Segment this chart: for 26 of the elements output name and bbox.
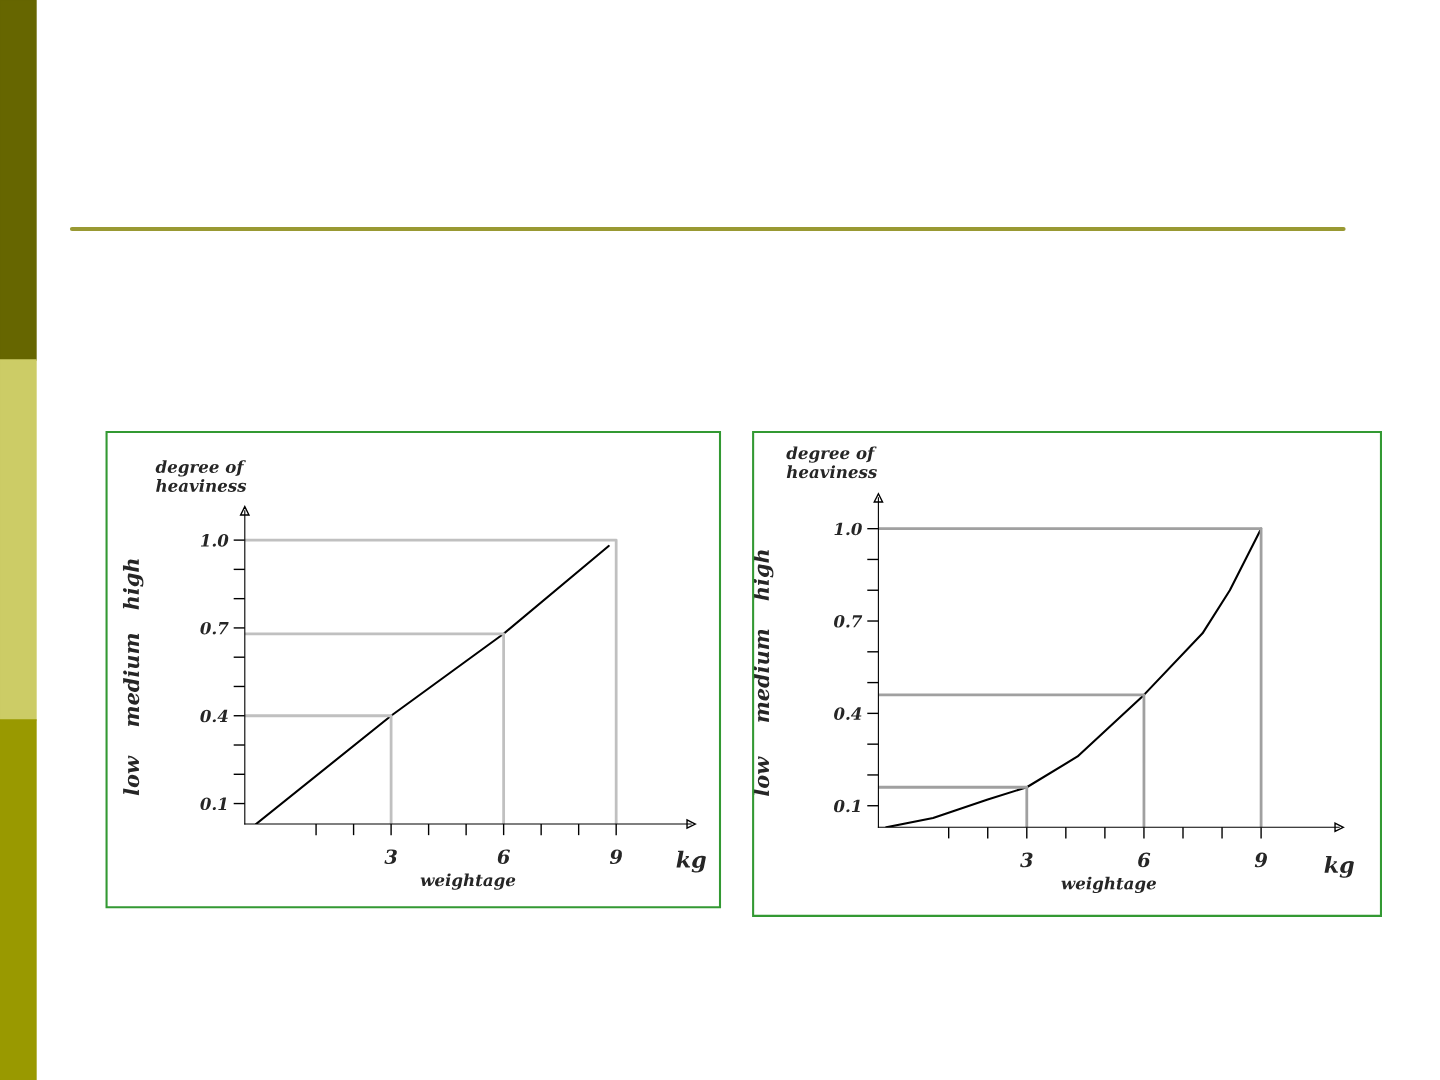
text: medium [753,629,770,723]
y-axis-title: degree of heaviness [786,446,877,479]
x-tick-label: 6 [497,849,510,865]
text: low [753,756,770,796]
x-tick-label: 6 [1138,852,1151,868]
text: low [123,755,140,796]
text: high [122,559,144,610]
x-tick-label: 3 [1020,852,1033,868]
x-tick-label: 9 [609,849,623,865]
y-tick-label: 0.7 [200,621,229,635]
text: kg [676,850,706,873]
text: high [752,550,774,601]
y-tick-label: 0.1 [833,799,860,813]
x-axis-title: weightage [1061,876,1156,894]
x-tick-label: 9 [1254,852,1267,868]
x-axis-title: weightage [420,873,516,890]
y-tick-label: 0.1 [200,797,227,811]
y-tick-label: 1.0 [200,534,229,547]
y-tick-label: 0.7 [833,614,863,628]
y-tick-label: 0.4 [200,709,228,723]
text: medium [123,633,140,727]
y-axis-title: degree of heaviness [155,460,247,492]
y-tick-label: 1.0 [834,522,862,536]
y-tick-label: 0.4 [833,707,862,720]
text: kg [1324,855,1354,878]
x-tick-label: 3 [384,849,397,865]
